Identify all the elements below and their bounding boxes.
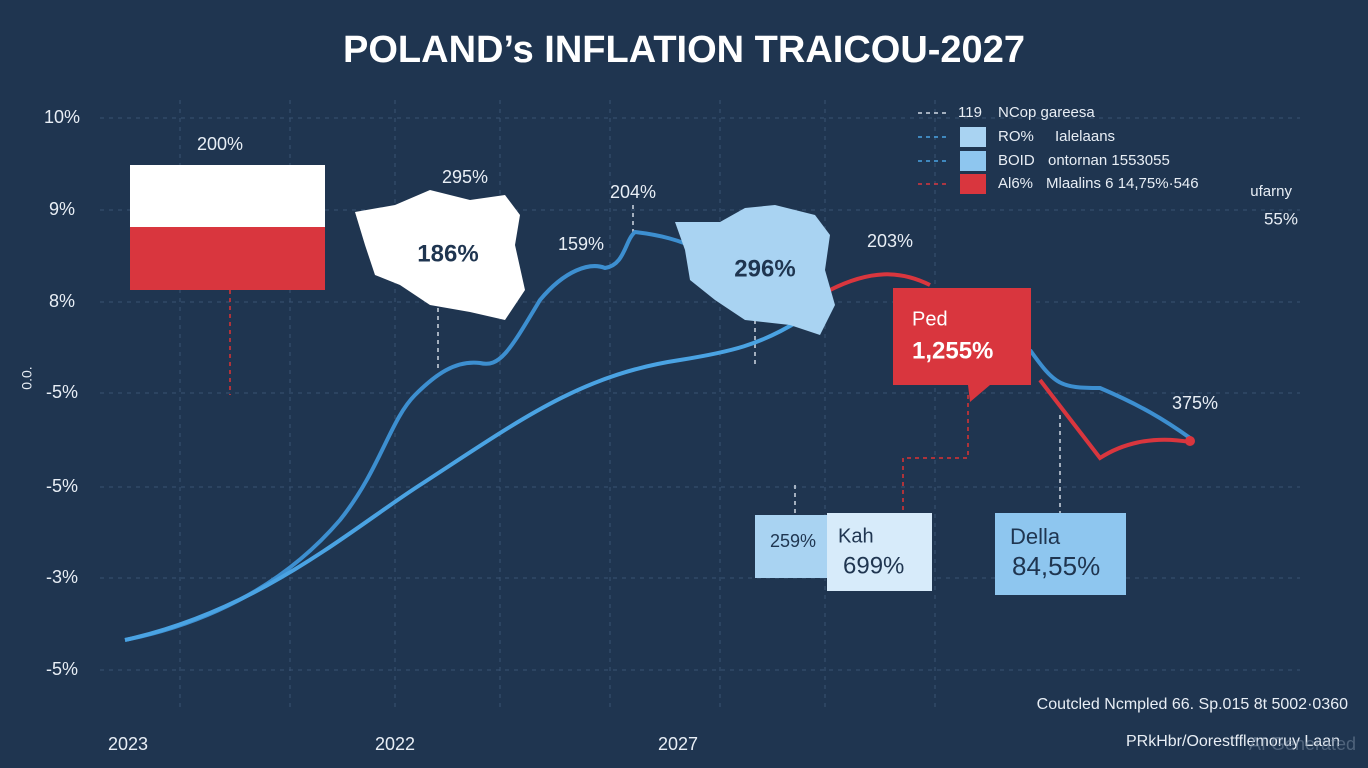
red-box-value: 1,255% [912,337,993,364]
y-label: 8% [49,291,75,311]
legend-text: Mlaalins 6 14,75%·546 [1046,175,1199,192]
callout: 203% [867,231,913,251]
x-axis: 2023 2022 2027 [108,734,698,754]
footer: Coutcled Ncmpled 66. Sp.015 8t 5002·0360 [1037,696,1348,713]
legend-key: Al6% [998,175,1033,192]
box-value: 699% [843,552,904,579]
line-dark-right [1028,348,1192,440]
map-white [355,190,525,320]
line-light [124,318,802,642]
x-label: 2023 [108,734,148,754]
y-label: -5% [46,382,78,402]
box-value: 84,55% [1012,551,1100,581]
x-label: 2027 [658,734,698,754]
y-label: -5% [46,659,78,679]
y-side-label: 0.0. [19,366,35,389]
callout: 186% [417,240,478,267]
box-title: Della [1010,524,1061,549]
legend-text: NCop gareesa [998,104,1095,121]
red-box-title: Ped [912,308,948,330]
box-value: 259% [770,531,816,551]
callout: 295% [442,167,488,187]
callout: 204% [610,182,656,202]
watermark: AI Generated [1249,734,1356,754]
x-label: 2022 [375,734,415,754]
end-point [1185,436,1195,446]
flag [130,165,325,290]
legend: 119 NCop gareesa RO% Ialelaans BOID onto… [918,104,1298,228]
callout: 200% [197,134,243,154]
footer: PRkHbr/Oorestfflemoruy Laan [1126,733,1340,750]
title: POLAND’s INFLATION TRAICOU-2027 [343,29,1025,71]
box-title: Kah [838,525,874,547]
legend-text: ontornan 1553055 [1048,152,1170,169]
callout: 375% [1172,393,1218,413]
legend-key: 119 [958,104,982,121]
legend-value: 55% [1264,209,1298,228]
y-axis: 10% 9% 8% -5% -5% -3% -5% 0.0. [19,107,80,679]
y-label: 10% [44,107,80,127]
callout: 159% [558,234,604,254]
legend-text: ufarny [1250,183,1292,200]
legend-key: RO% [998,128,1034,145]
legend-text: Ialelaans [1055,128,1115,145]
dashed-leaders [229,205,1061,513]
y-label: -5% [46,476,78,496]
map-blue [675,205,835,335]
legend-key: BOID [998,152,1035,169]
line-dark [124,229,701,642]
line-red [829,272,1191,461]
y-label: 9% [49,199,75,219]
red-box: Ped 1,255% [893,288,1031,402]
callout: 296% [734,255,795,282]
y-label: -3% [46,567,78,587]
boxes: 259% Kah 699% Della 84,55% [755,513,1126,595]
